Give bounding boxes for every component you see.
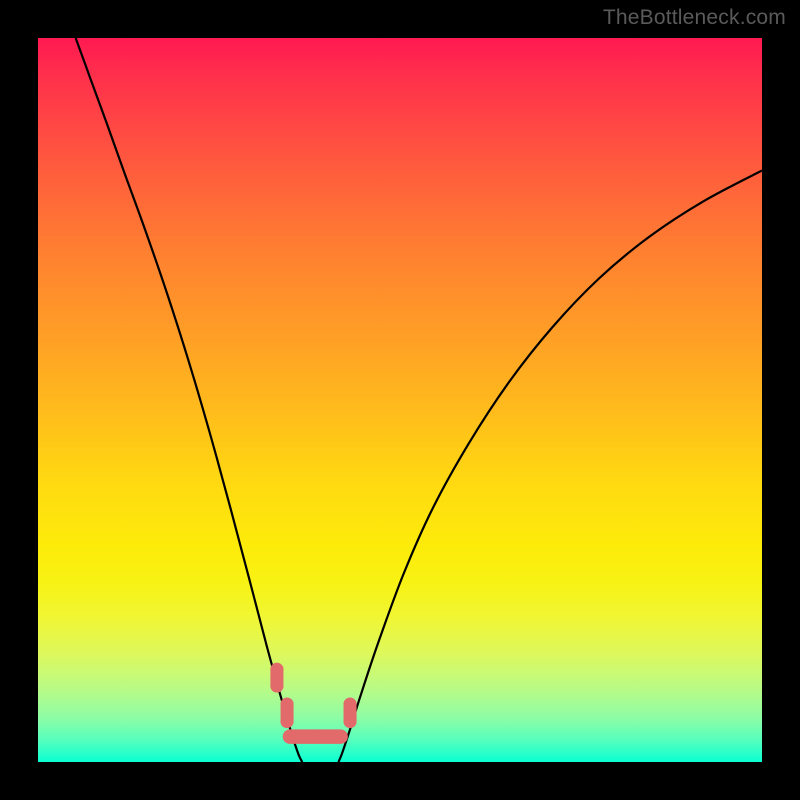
watermark-text: TheBottleneck.com bbox=[603, 6, 786, 30]
plot-gradient-background bbox=[38, 38, 762, 762]
